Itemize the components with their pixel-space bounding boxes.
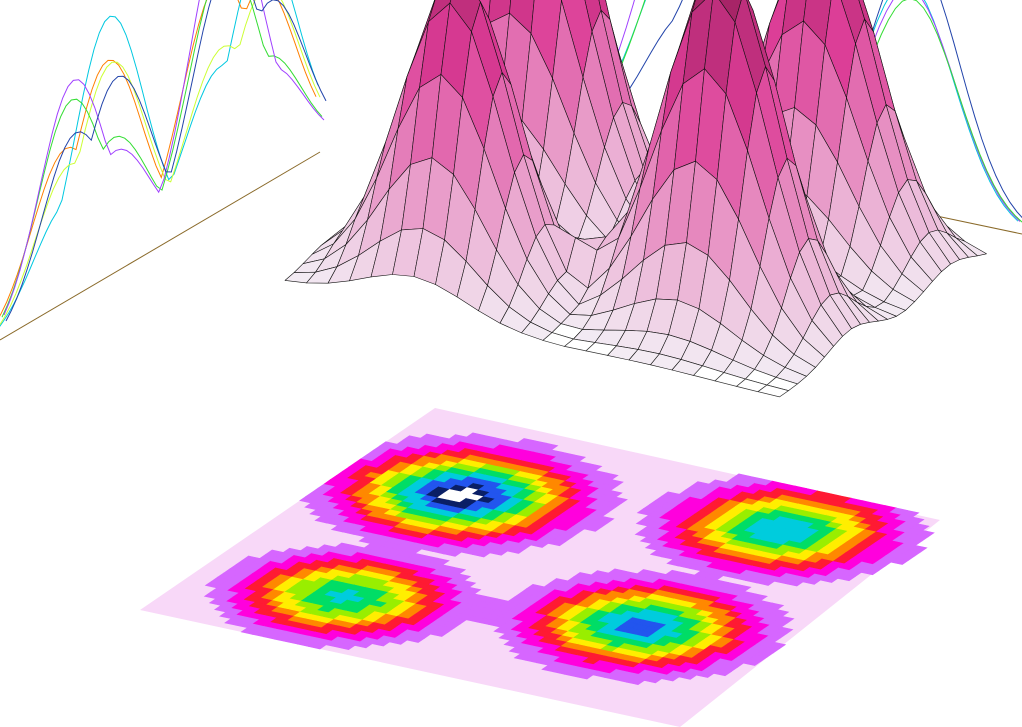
contour-cell: [447, 566, 467, 575]
contour-cell: [775, 615, 795, 624]
contour-cell: [567, 454, 587, 462]
contour-cell: [774, 626, 794, 635]
contour-cell: [462, 586, 482, 595]
contour-floor: [140, 408, 940, 727]
contour-cell: [908, 545, 928, 553]
left-wall-series-line: [0, 0, 319, 327]
contour-cell: [767, 641, 787, 650]
contour-cell: [765, 602, 785, 610]
left-wall-projection: [0, 0, 327, 341]
contour-cell: [583, 463, 603, 471]
contour-cell: [457, 580, 477, 588]
surface-grid-cell: [757, 384, 790, 398]
contour-cell: [604, 479, 624, 487]
contour-cell: [599, 472, 619, 480]
left-wall-series-line: [3, 0, 325, 316]
left-wall-series-line: [0, 0, 321, 325]
contour-cell: [603, 490, 623, 498]
contour-cell: [732, 584, 752, 592]
contour-cell: [430, 557, 450, 566]
contour-cell: [539, 442, 559, 451]
left-wall-series-line: [0, 0, 317, 317]
contour-cell: [595, 515, 615, 524]
contour-cell: [900, 510, 920, 518]
contour-cell: [905, 516, 925, 525]
left-wall-series-line: [1, 0, 323, 318]
contour-cell: [770, 609, 790, 617]
contour-cell: [910, 523, 930, 531]
contour-cell: [915, 529, 935, 538]
contour-cell: [452, 573, 472, 581]
contour-cell: [609, 496, 628, 505]
surface-plot: [284, 0, 987, 398]
left-wall-series-line: [5, 0, 327, 322]
left-wall-axis-line: [0, 151, 321, 341]
contour-cell: [749, 593, 768, 601]
